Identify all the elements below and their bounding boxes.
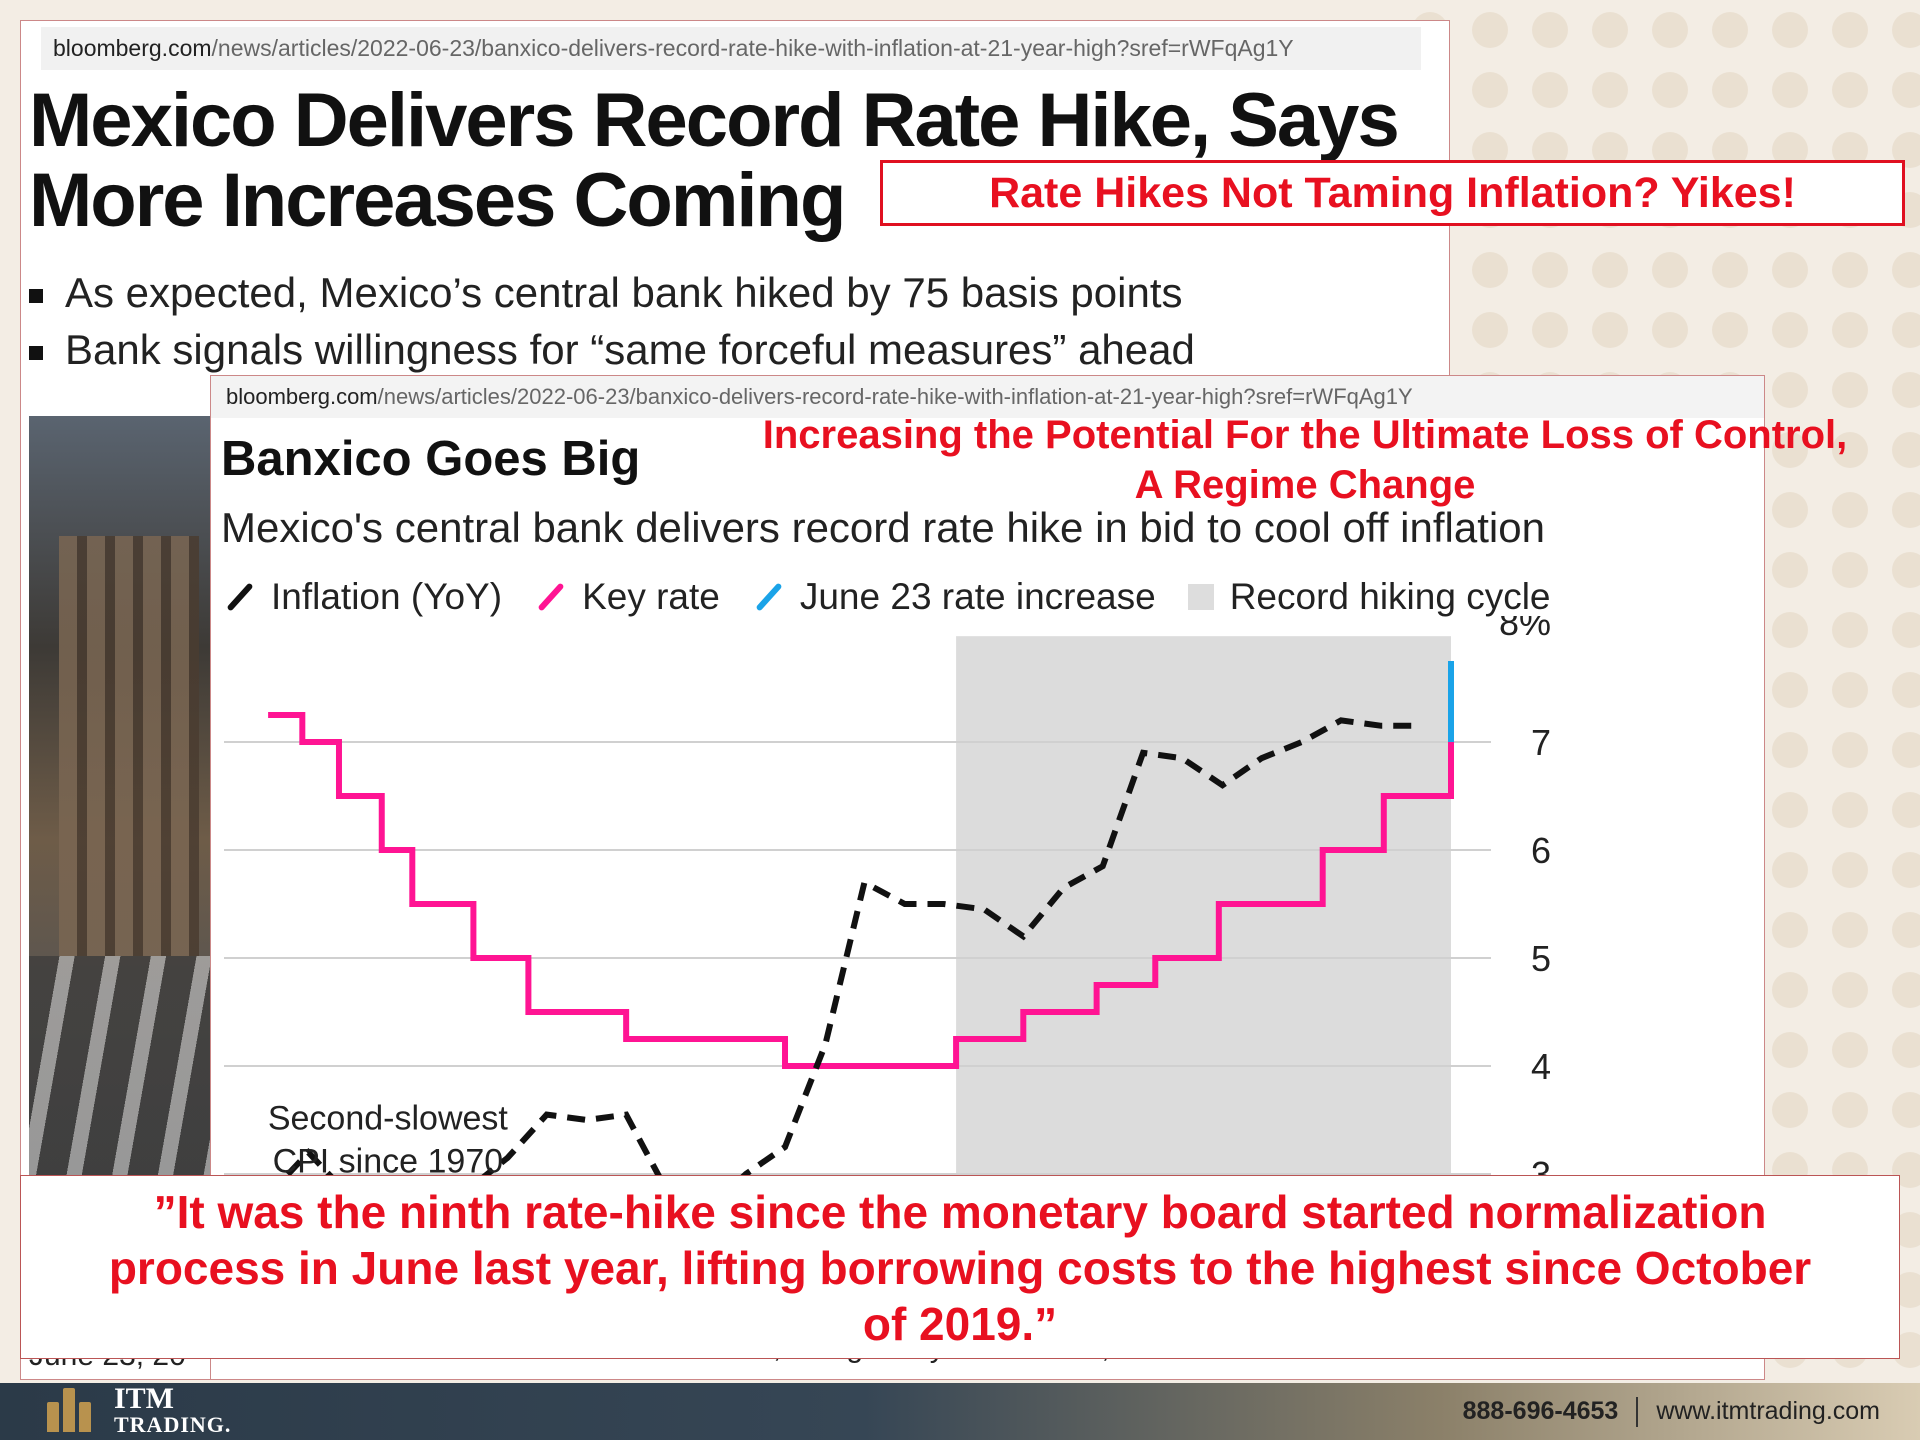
chart-legend: Inflation (YoY) Key rate June 23 rate in… (223, 576, 1583, 618)
series-key-rate (268, 712, 1454, 1069)
legend-item-hiking-cycle: Record hiking cycle (1187, 576, 1551, 618)
legend-swatch (537, 582, 565, 612)
y-tick-label: 6 (1531, 830, 1551, 871)
y-tick-label: 8% (1499, 616, 1551, 643)
legend-item-key-rate: Key rate (534, 576, 720, 618)
headline-line-1: Mexico Delivers Record Rate Hike, Says (29, 78, 1400, 163)
y-tick-label: 7 (1531, 722, 1551, 763)
legend-swatch (1187, 584, 1214, 610)
legend-swatch (226, 582, 254, 612)
legend-item-inflation: Inflation (YoY) (223, 576, 502, 618)
annotation-text-line-1: Second-slowest (268, 1099, 509, 1137)
bullet-item: Bank signals willingness for “same force… (29, 326, 1195, 374)
legend-swatch (755, 582, 783, 612)
footer-phone[interactable]: 888-696-4653 (1462, 1397, 1619, 1425)
legend-item-june23: June 23 rate increase (752, 576, 1156, 618)
footer-contact: 888-696-4653 www.itmtrading.com (1463, 1383, 1880, 1440)
article-photo (29, 416, 219, 1186)
article-headline: Mexico Delivers Record Rate Hike, Says M… (29, 81, 1449, 241)
bullet-icon (29, 346, 43, 360)
chart-subtitle: Mexico's central bank delivers record ra… (221, 504, 1545, 551)
chart-url[interactable]: bloomberg.com/news/articles/2022-06-23/b… (211, 376, 1764, 418)
article-url[interactable]: bloomberg.com/news/articles/2022-06-23/b… (41, 27, 1421, 70)
callout-quote: ”It was the ninth rate-hike since the mo… (20, 1175, 1900, 1359)
callout-top: Rate Hikes Not Taming Inflation? Yikes! (880, 160, 1905, 226)
footer-bar: ITM TRADING. 888-696-4653 www.itmtrading… (0, 1383, 1920, 1440)
chart-title: Banxico Goes Big (221, 432, 641, 486)
bullet-item: As expected, Mexico’s central bank hiked… (29, 269, 1183, 317)
y-tick-label: 5 (1531, 938, 1551, 979)
logo-icon (45, 1383, 100, 1440)
headline-line-2: More Increases Coming (29, 158, 846, 243)
itm-logo[interactable]: ITM TRADING. (45, 1383, 231, 1440)
footer-website[interactable]: www.itmtrading.com (1656, 1397, 1880, 1425)
footer-divider (1636, 1396, 1639, 1427)
annotation-text-line-2: CPI since 1970 (273, 1142, 504, 1180)
y-tick-label: 4 (1531, 1046, 1551, 1087)
callout-middle: Increasing the Potential For the Ultimat… (762, 413, 1848, 507)
bullet-icon (29, 289, 43, 303)
